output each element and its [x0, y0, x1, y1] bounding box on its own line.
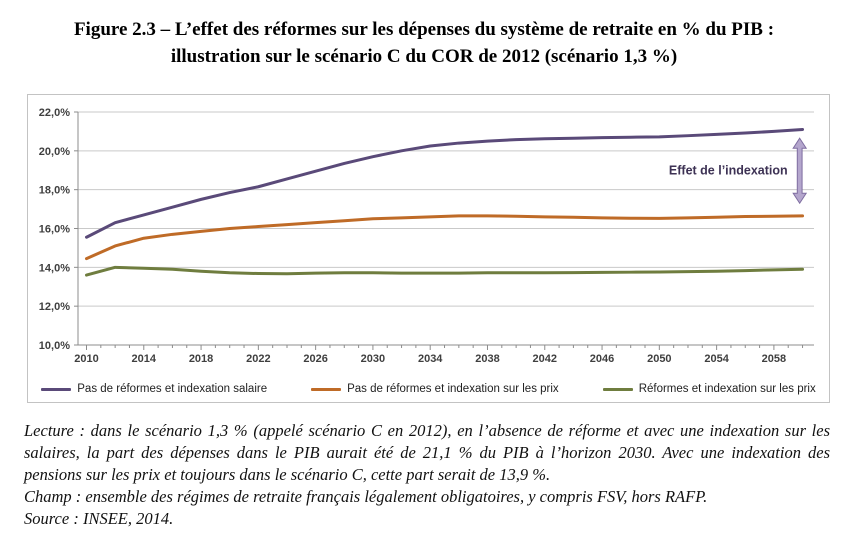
lecture-note: Lecture : dans le scénario 1,3 % (appelé… [24, 421, 830, 484]
svg-text:2038: 2038 [475, 353, 499, 365]
legend-line-purple-icon [41, 387, 72, 391]
legend-label: Pas de réformes et indexation sur les pr… [347, 383, 559, 395]
svg-text:2034: 2034 [418, 353, 443, 365]
svg-text:12,0%: 12,0% [39, 301, 70, 313]
figure-title-line2: illustration sur le scénario C du COR de… [170, 46, 678, 67]
svg-text:2026: 2026 [303, 353, 327, 365]
svg-text:2030: 2030 [361, 353, 385, 365]
legend-item-reformes-prix: Réformes et indexation sur les prix [602, 383, 816, 395]
svg-text:22,0%: 22,0% [39, 107, 70, 119]
svg-text:16,0%: 16,0% [39, 224, 70, 236]
svg-text:2042: 2042 [533, 353, 557, 365]
legend-label: Pas de réformes et indexation salaire [77, 383, 268, 395]
svg-text:2022: 2022 [246, 353, 270, 365]
line-chart-canvas: 10,0% 12,0% 14,0% 16,0% 18,0% 20,0% 22,0% 2010 2… [39, 107, 814, 365]
svg-text:2058: 2058 [762, 353, 786, 365]
svg-text:2046: 2046 [590, 353, 614, 365]
legend-line-orange-icon [311, 387, 342, 391]
champ-note: Champ : ensemble des régimes de retraite… [24, 487, 708, 506]
svg-text:2050: 2050 [647, 353, 671, 365]
svg-text:2014: 2014 [132, 353, 157, 365]
source-note: Source : INSEE, 2014. [24, 509, 174, 528]
legend-line-green-icon [602, 387, 633, 391]
legend-item-indexation-salaire: Pas de réformes et indexation salaire [41, 383, 267, 395]
indexation-effect-label: Effet de l’indexation [669, 164, 788, 178]
figure-title: Figure 2.3 – L’effet des réformes sur le… [0, 16, 848, 70]
figure-title-line1: Figure 2.3 – L’effet des réformes sur le… [73, 19, 775, 40]
pension-spending-chart: 10,0% 12,0% 14,0% 16,0% 18,0% 20,0% 22,0% 2010 2… [27, 94, 830, 403]
svg-text:18,0%: 18,0% [39, 185, 70, 197]
svg-text:2010: 2010 [74, 353, 98, 365]
svg-text:20,0%: 20,0% [39, 146, 70, 158]
legend-item-indexation-prix: Pas de réformes et indexation sur les pr… [311, 383, 559, 395]
chart-legend: Pas de réformes et indexation salaire Pa… [28, 383, 829, 395]
svg-text:2054: 2054 [704, 353, 729, 365]
indexation-effect-arrow-icon [792, 137, 808, 205]
svg-text:14,0%: 14,0% [39, 262, 70, 274]
svg-text:2018: 2018 [189, 353, 213, 365]
figure-notes: Lecture : dans le scénario 1,3 % (appelé… [24, 420, 830, 530]
svg-text:10,0%: 10,0% [39, 340, 70, 352]
legend-label: Réformes et indexation sur les prix [638, 383, 816, 395]
